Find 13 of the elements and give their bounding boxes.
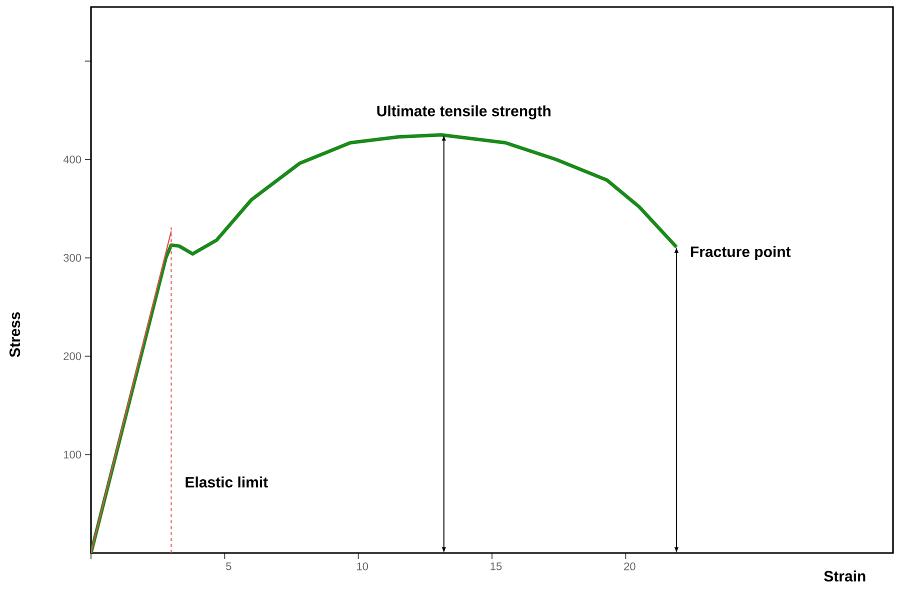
ref-line-label: Elastic limit xyxy=(186,476,268,488)
y-tick-label: 400 xyxy=(63,156,82,164)
y-tick-label: 300 xyxy=(64,254,82,262)
annotation: Fracture point xyxy=(690,246,791,260)
x-axis-title: Strain xyxy=(824,570,866,582)
x-tick-label: 5 xyxy=(226,562,232,570)
x-tick-label: 15 xyxy=(490,562,502,570)
x-tick-label: 10 xyxy=(357,562,368,570)
y-axis-title: Stress xyxy=(10,312,20,358)
annotation: Ultimate tensile strength xyxy=(377,105,550,120)
x-tick-label: 20 xyxy=(624,562,636,570)
y-tick-label: 100 xyxy=(64,450,82,459)
y-tick-label: 200 xyxy=(64,352,82,360)
